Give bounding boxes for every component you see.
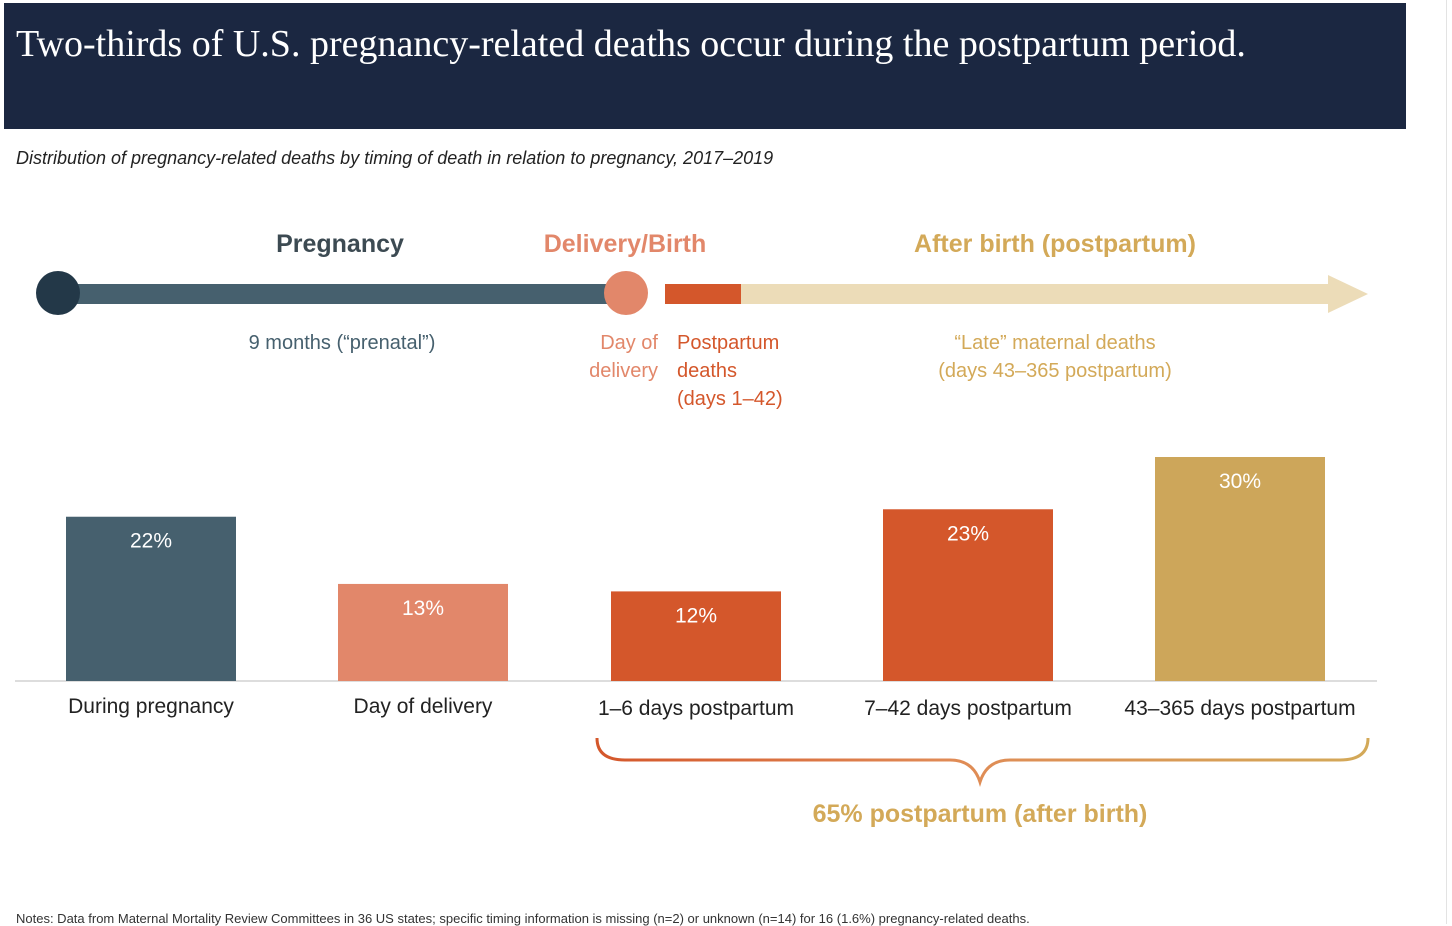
timeline-delivery-dot [604,271,648,315]
day-of-delivery-description: Day of delivery [560,329,658,385]
timeline-graphic [36,271,1368,315]
page-edge-divider [1446,0,1447,924]
late-deaths-description: “Late” maternal deaths (days 43–365 post… [880,329,1230,385]
title-banner: Two-thirds of U.S. pregnancy-related dea… [4,3,1406,129]
prenatal-description: 9 months (“prenatal”) [248,332,436,354]
category-label-3: 1–6 days postpartum [597,697,795,720]
bar-5 [1155,457,1325,681]
category-label-4: 7–42 days postpartum [864,697,1072,720]
desc-day-of-line: Day of [600,332,658,354]
bar-value-label-3: 12% [675,604,717,627]
postpartum-summary-label: 65% postpartum (after birth) [812,800,1148,828]
phase-label-pregnancy: Pregnancy [276,230,404,258]
chart-subtitle: Distribution of pregnancy-related deaths… [16,148,774,168]
phase-label-postpartum: After birth (postpartum) [914,230,1196,258]
postpartum-deaths-description: Postpartum deaths (days 1–42) [677,329,877,413]
desc-days-range-line: (days 1–42) [677,388,783,410]
desc-late-range-line: (days 43–365 postpartum) [938,360,1172,382]
category-label-2: Day of delivery [353,695,493,718]
page-title: Two-thirds of U.S. pregnancy-related dea… [16,23,1246,65]
timeline-postpartum-late-segment [740,284,1330,304]
bar-3 [611,591,781,681]
category-label-5: 43–365 days postpartum [1124,697,1356,720]
phase-label-delivery: Delivery/Birth [543,230,707,258]
bar-4 [883,509,1053,681]
desc-delivery-line: delivery [589,360,658,382]
bar-chart: 22% 13% 12% 23% 30% [15,457,1377,682]
timeline-pregnancy-segment [58,284,628,304]
bar-value-label-4: 23% [947,522,989,545]
desc-late-line: “Late” maternal deaths [954,332,1156,354]
category-label-1: During pregnancy [68,695,234,718]
desc-postpartum-line: Postpartum [677,332,780,354]
desc-deaths-line: deaths [677,360,738,382]
bracket-path [595,737,1370,787]
timeline-postpartum-early-segment [665,284,741,304]
bar-2 [338,583,508,681]
timeline-start-dot [36,271,80,315]
timeline-arrow-head [1328,275,1368,313]
postpartum-bracket [595,737,1370,787]
bar-value-label-1: 22% [130,530,172,553]
footnote: Notes: Data from Maternal Mortality Revi… [16,911,1030,926]
bar-value-label-2: 13% [402,597,444,620]
bar-value-label-5: 30% [1219,470,1261,493]
bar-1 [66,516,236,681]
